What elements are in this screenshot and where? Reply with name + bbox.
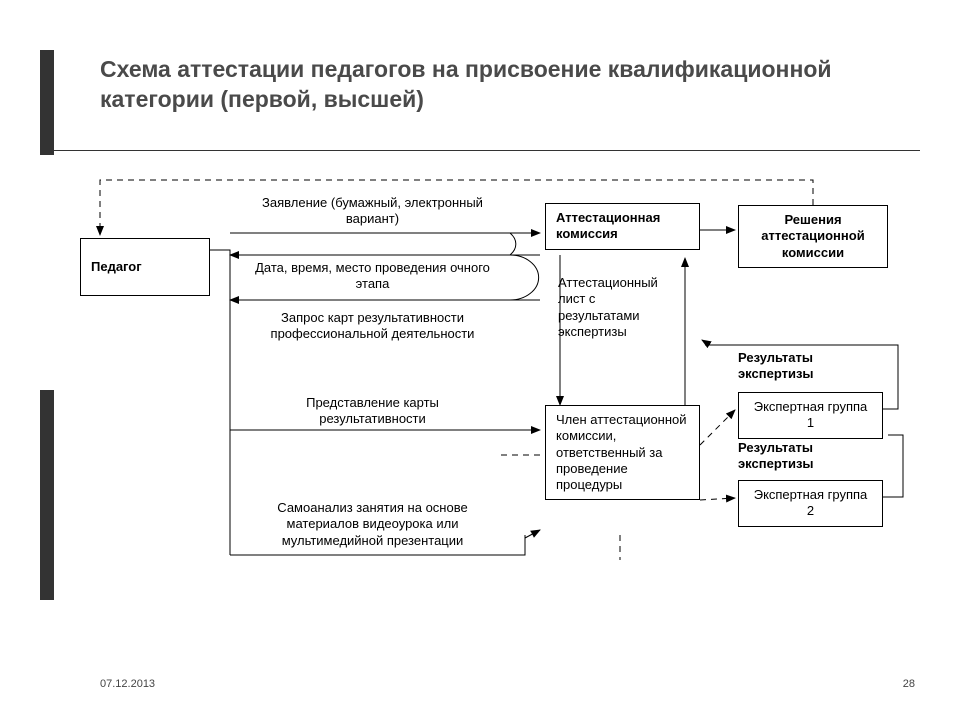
- node-pedagog-label: Педагог: [91, 259, 142, 275]
- footer-date: 07.12.2013: [100, 678, 155, 690]
- node-pedagog: Педагог: [80, 238, 210, 296]
- node-commission-label: Аттестационная комиссия: [556, 210, 660, 241]
- node-group2: Экспертная группа 2: [738, 480, 883, 527]
- label-results1: Результаты экспертизы: [738, 350, 888, 383]
- label-datetime: Дата, время, место проведения очного эта…: [255, 260, 490, 293]
- node-decision: Решения аттестационной комиссии: [738, 205, 888, 268]
- label-application: Заявление (бумажный, электронный вариант…: [255, 195, 490, 228]
- node-group1: Экспертная группа 1: [738, 392, 883, 439]
- node-commission: Аттестационная комиссия: [545, 203, 700, 250]
- node-group1-label: Экспертная группа 1: [754, 399, 868, 430]
- label-cardsubmit: Представление карты результативности: [255, 395, 490, 428]
- node-group2-label: Экспертная группа 2: [754, 487, 868, 518]
- title-divider: [40, 150, 920, 151]
- label-self-analysis: Самоанализ занятия на основе материалов …: [240, 500, 505, 549]
- label-request: Запрос карт результативности профессиона…: [255, 310, 490, 343]
- node-decision-label: Решения аттестационной комиссии: [761, 212, 864, 260]
- label-att-sheet: Аттестационный лист с результатами экспе…: [558, 275, 678, 340]
- accent-bar-bottom: [40, 390, 54, 600]
- accent-bar-top: [40, 50, 54, 155]
- node-member-label: Член аттестационной комиссии, ответствен…: [556, 412, 687, 492]
- footer-page: 28: [903, 678, 915, 690]
- node-member: Член аттестационной комиссии, ответствен…: [545, 405, 700, 500]
- page-title: Схема аттестации педагогов на присвоение…: [100, 55, 900, 115]
- label-results2: Результаты экспертизы: [738, 440, 888, 473]
